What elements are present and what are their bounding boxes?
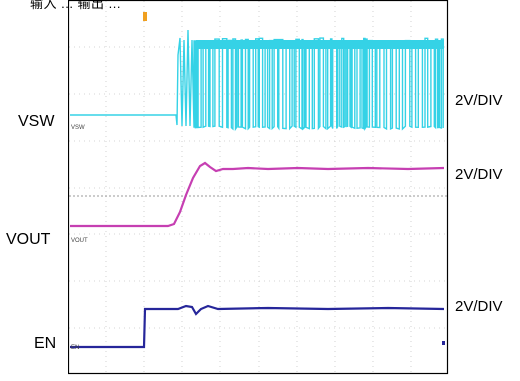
screen-tag-vout: VOUT xyxy=(71,238,88,244)
channel-label-vsw: VSW xyxy=(18,113,55,130)
trigger-marker xyxy=(143,12,147,21)
scope-frame xyxy=(68,0,449,375)
scale-label-en: 2V/DIV xyxy=(455,298,503,315)
channel-label-vout: VOUT xyxy=(6,231,51,248)
trace-vsw xyxy=(70,29,444,132)
trace-en xyxy=(70,304,445,349)
trace-vout xyxy=(70,161,445,228)
end-marker xyxy=(442,341,445,345)
scale-label-vsw: 2V/DIV xyxy=(455,92,503,109)
figure-caption: 输入 ... 输出 ... xyxy=(30,0,122,11)
trace-vsw-high-band xyxy=(196,40,444,49)
screen-tag-vsw: VSW xyxy=(71,125,85,131)
scale-label-vout: 2V/DIV xyxy=(455,166,503,183)
channel-label-en: EN xyxy=(34,335,57,352)
screen-tag-en: EN xyxy=(71,345,79,351)
scope-screen: VSW VOUT EN xyxy=(68,0,449,375)
scope-graticule: VSW VOUT EN xyxy=(68,0,449,375)
